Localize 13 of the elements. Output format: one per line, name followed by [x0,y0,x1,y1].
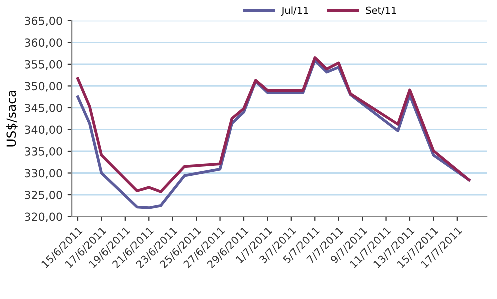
y-tick-label: 330,00 [25,169,62,179]
y-tick-label: 335,00 [25,147,62,158]
y-tick-label: 355,00 [25,60,62,70]
legend-label: Jul/11 [281,6,308,16]
y-tick-label: 340,00 [25,126,62,136]
y-tick-label: 325,00 [25,190,62,201]
y-tick-label: 360,00 [25,38,62,48]
y-tick-label: 320,00 [25,212,62,222]
y-tick-label: 350,00 [25,82,62,92]
legend-label: Set/11 [366,6,396,15]
y-tick-label: 345,00 [25,104,62,114]
y-axis-title: US$/saca [6,91,18,147]
y-tick-label: 365,00 [25,16,62,26]
